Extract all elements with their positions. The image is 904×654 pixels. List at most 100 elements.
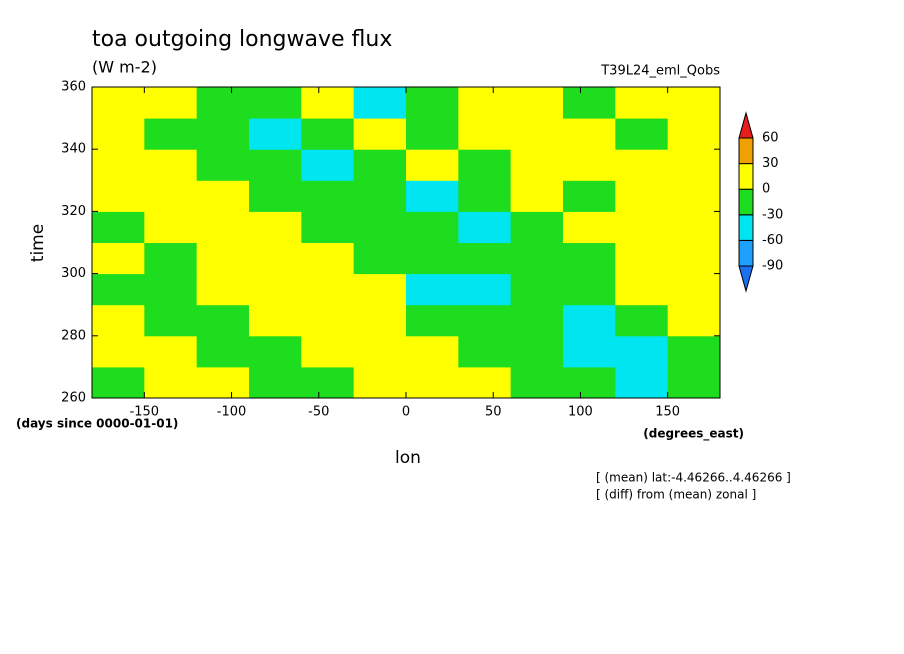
cell bbox=[92, 211, 145, 243]
cell bbox=[353, 335, 407, 368]
cell bbox=[615, 149, 669, 181]
cell bbox=[615, 242, 669, 275]
x-tick-label: -150 bbox=[130, 405, 160, 420]
y-tick-label: 280 bbox=[61, 328, 86, 343]
cell bbox=[563, 366, 616, 399]
cell bbox=[92, 149, 145, 181]
cell bbox=[301, 211, 355, 243]
cell bbox=[144, 149, 198, 181]
colorbar-label: -30 bbox=[762, 207, 783, 222]
colorbar-label: 0 bbox=[762, 182, 770, 197]
cell bbox=[196, 242, 250, 275]
cell bbox=[144, 118, 198, 150]
cell bbox=[563, 335, 616, 368]
cell bbox=[563, 242, 616, 275]
cell bbox=[144, 211, 198, 243]
cell bbox=[406, 149, 459, 181]
cell bbox=[92, 273, 145, 306]
cell bbox=[510, 273, 564, 306]
cell bbox=[92, 335, 145, 368]
cell bbox=[144, 180, 198, 212]
cell bbox=[144, 335, 198, 368]
colorbar-cap bbox=[738, 265, 754, 293]
colorbar-box bbox=[738, 214, 754, 241]
cell bbox=[196, 180, 250, 212]
y-units: (days since 0000-01-01) bbox=[16, 417, 178, 431]
cell bbox=[615, 87, 669, 119]
cell bbox=[353, 180, 407, 212]
colorbar-box bbox=[738, 163, 754, 190]
cell bbox=[667, 180, 721, 212]
cell bbox=[510, 335, 564, 368]
cell bbox=[510, 304, 564, 337]
colorbar-cap bbox=[738, 111, 754, 139]
note: [ (diff) from (mean) zonal ] bbox=[596, 488, 756, 502]
cell bbox=[615, 335, 669, 368]
chart-title: toa outgoing longwave flux bbox=[92, 27, 392, 52]
cell bbox=[301, 335, 355, 368]
cell bbox=[667, 242, 721, 275]
x-tick-label: 150 bbox=[655, 405, 680, 420]
x-tick-label: 0 bbox=[402, 405, 410, 420]
cell bbox=[92, 304, 145, 337]
x-units: (degrees_east) bbox=[643, 427, 744, 442]
cell bbox=[563, 273, 616, 306]
cell bbox=[563, 118, 616, 150]
colorbar-box bbox=[738, 137, 754, 165]
cell bbox=[144, 304, 198, 337]
cell bbox=[510, 211, 564, 243]
colorbar-label: 30 bbox=[762, 156, 779, 171]
x-tick-label: -100 bbox=[217, 405, 247, 420]
cell bbox=[667, 335, 721, 368]
cell bbox=[353, 242, 407, 275]
cell bbox=[196, 335, 250, 368]
colorbar-box bbox=[738, 239, 754, 267]
cell bbox=[510, 118, 564, 150]
x-axis-label: lon bbox=[395, 448, 421, 468]
cell bbox=[196, 87, 250, 119]
cell bbox=[92, 180, 145, 212]
cell bbox=[353, 118, 407, 150]
cell bbox=[667, 304, 721, 337]
cell bbox=[563, 211, 616, 243]
cell bbox=[406, 335, 459, 368]
colorbar-box bbox=[738, 188, 754, 216]
cell bbox=[563, 304, 616, 337]
colorbar-label: 60 bbox=[762, 131, 779, 146]
cell bbox=[510, 366, 564, 399]
cell bbox=[458, 149, 512, 181]
cell bbox=[406, 242, 459, 275]
cell bbox=[458, 87, 512, 119]
cell bbox=[92, 87, 145, 119]
cell bbox=[301, 180, 355, 212]
cell bbox=[196, 273, 250, 306]
cell bbox=[301, 149, 355, 181]
cell bbox=[353, 366, 407, 399]
cell bbox=[249, 304, 302, 337]
cell bbox=[249, 335, 302, 368]
cell bbox=[667, 211, 721, 243]
cell bbox=[458, 273, 512, 306]
cell bbox=[249, 180, 302, 212]
cell bbox=[458, 335, 512, 368]
cell bbox=[458, 304, 512, 337]
cell bbox=[458, 180, 512, 212]
cell bbox=[510, 180, 564, 212]
run-label: T39L24_eml_Qobs bbox=[600, 64, 720, 79]
y-tick-label: 320 bbox=[61, 204, 86, 219]
cell bbox=[92, 242, 145, 275]
cell bbox=[196, 304, 250, 337]
cell bbox=[406, 273, 459, 306]
cell bbox=[510, 87, 564, 119]
cell bbox=[249, 366, 302, 399]
cell bbox=[144, 242, 198, 275]
cell bbox=[353, 149, 407, 181]
colorbar-label: -60 bbox=[762, 233, 783, 248]
y-tick-label: 360 bbox=[61, 80, 86, 95]
cell bbox=[458, 211, 512, 243]
cell bbox=[92, 118, 145, 150]
cell bbox=[667, 118, 721, 150]
x-tick-label: 100 bbox=[568, 405, 593, 420]
colorbar-label: -90 bbox=[762, 259, 783, 274]
